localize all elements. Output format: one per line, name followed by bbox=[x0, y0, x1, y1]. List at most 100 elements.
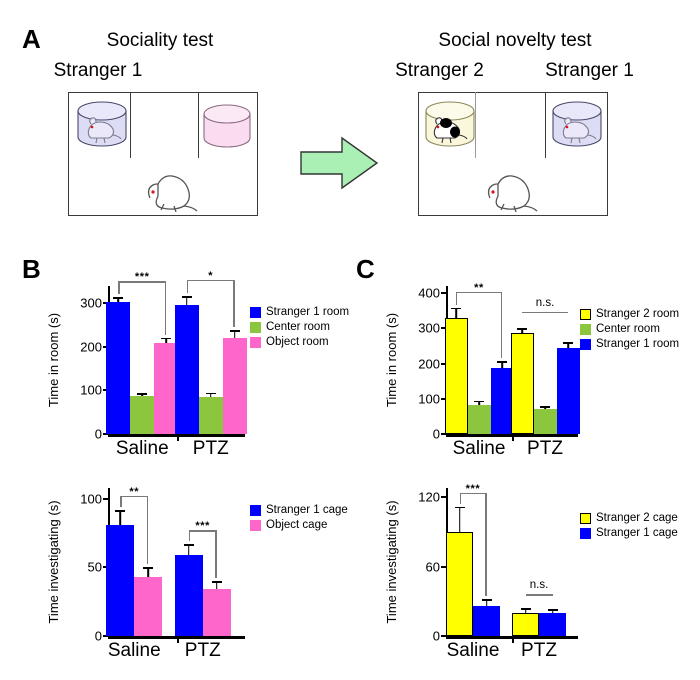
y-tick bbox=[103, 566, 109, 569]
bar bbox=[174, 304, 199, 434]
y-tick bbox=[103, 635, 109, 637]
error-bar bbox=[481, 599, 492, 606]
y-tick bbox=[103, 389, 109, 392]
bar bbox=[539, 612, 566, 636]
legend-item: Stranger 2 room bbox=[580, 308, 679, 321]
legend-label: Stranger 1 cage bbox=[266, 503, 348, 516]
bar bbox=[556, 348, 580, 434]
legend-swatch-icon bbox=[250, 520, 261, 531]
y-tick-label: 50 bbox=[87, 559, 102, 575]
y-tick bbox=[441, 362, 447, 365]
x-axis bbox=[108, 434, 245, 437]
error-bar bbox=[229, 329, 240, 339]
free-mouse-left bbox=[147, 175, 198, 212]
y-tick bbox=[441, 327, 447, 330]
y-tick-label: 200 bbox=[418, 356, 440, 372]
error-bar bbox=[183, 544, 194, 556]
legend-item: Object cage bbox=[250, 519, 348, 532]
legend-swatch-icon bbox=[580, 513, 591, 524]
x-tick-label: Saline bbox=[452, 438, 506, 459]
error-bar bbox=[497, 361, 507, 368]
significance-label: n.s. bbox=[529, 579, 549, 592]
panel-letter-c: C bbox=[356, 254, 375, 284]
panel-letter-b: B bbox=[22, 254, 41, 284]
x-axis bbox=[446, 636, 578, 639]
significance-label: n.s. bbox=[535, 296, 555, 309]
social-novelty-test-title: Social novelty test bbox=[438, 30, 592, 51]
significance-label: ** bbox=[129, 485, 140, 498]
arena-divider-left-2 bbox=[198, 92, 200, 158]
y-tick-label: 300 bbox=[418, 320, 440, 336]
y-tick bbox=[441, 433, 447, 435]
bar bbox=[174, 555, 203, 636]
error-bar bbox=[113, 297, 124, 303]
error-bar bbox=[517, 327, 527, 334]
legend-item: Object room bbox=[250, 336, 349, 349]
y-tick-label: 60 bbox=[425, 559, 440, 575]
legend-label: Stranger 1 room bbox=[266, 305, 350, 318]
free-mouse-right bbox=[487, 175, 538, 212]
cage-stranger-1-left bbox=[77, 101, 127, 147]
error-bar bbox=[137, 393, 148, 397]
legend-label: Stranger 2 cage bbox=[596, 511, 678, 524]
x-axis bbox=[108, 636, 245, 639]
chart-panel-b-time-investigating: 0 50 100 Time investigating (s) ** *** Saline P… bbox=[46, 485, 245, 661]
bar bbox=[134, 577, 163, 636]
y-tick-label: 100 bbox=[418, 391, 440, 407]
bar bbox=[533, 408, 557, 434]
legend-panel-c-time-investigating: Stranger 2 cage Stranger 1 cage bbox=[580, 512, 678, 542]
y-axis-label: Time investigating (s) bbox=[384, 500, 399, 624]
legend-swatch-icon bbox=[580, 309, 591, 320]
bar bbox=[473, 605, 500, 636]
chart-panel-c-time-investigating: 0 60 120 Time investigating (s) *** n.s. Salin… bbox=[384, 483, 578, 661]
error-bar bbox=[205, 392, 216, 398]
legend-label: Stranger 2 room bbox=[596, 307, 680, 320]
y-tick bbox=[103, 345, 109, 348]
x-tick-label: Saline bbox=[446, 640, 500, 661]
legend-swatch-icon bbox=[250, 307, 261, 318]
error-bar bbox=[474, 400, 484, 406]
legend-label: Object cage bbox=[266, 518, 328, 531]
bar bbox=[444, 317, 468, 434]
legend-label: Object room bbox=[266, 335, 329, 348]
panel-letter-a: A bbox=[22, 24, 41, 54]
significance-label: ** bbox=[474, 281, 484, 294]
right-diagram-label-stranger1: Stranger 1 bbox=[545, 60, 634, 81]
bar bbox=[130, 396, 155, 434]
error-bar bbox=[181, 296, 192, 305]
bar bbox=[512, 612, 539, 636]
legend-swatch-icon bbox=[250, 505, 261, 516]
x-group-separator-tick bbox=[176, 639, 179, 643]
y-tick bbox=[441, 496, 447, 499]
x-tick-label: Saline bbox=[107, 640, 161, 661]
bar bbox=[222, 338, 247, 434]
legend-item: Stranger 1 room bbox=[580, 338, 679, 351]
x-group-separator-tick bbox=[512, 437, 514, 441]
bar bbox=[446, 531, 473, 636]
error-bar bbox=[520, 608, 531, 613]
y-axis-label: Time in room (s) bbox=[46, 312, 61, 408]
x-tick-label: PTZ bbox=[521, 640, 557, 661]
error-bar bbox=[451, 307, 461, 318]
legend-item: Stranger 2 cage bbox=[580, 512, 678, 525]
legend-item: Stranger 1 cage bbox=[250, 504, 348, 517]
y-tick-label: 100 bbox=[80, 382, 102, 398]
legend-swatch-icon bbox=[580, 324, 591, 335]
legend-label: Center room bbox=[596, 322, 660, 335]
y-tick bbox=[103, 433, 109, 435]
legend-label: Center room bbox=[266, 320, 330, 333]
legend-item: Stranger 1 cage bbox=[580, 527, 678, 540]
x-group-separator-tick bbox=[176, 437, 179, 441]
bar bbox=[467, 405, 491, 434]
significance-label: * bbox=[208, 270, 214, 283]
bar bbox=[106, 302, 131, 434]
legend-label: Stranger 1 room bbox=[596, 337, 680, 350]
y-tick bbox=[441, 565, 447, 568]
arena-divider-left-1 bbox=[130, 92, 132, 158]
x-axis bbox=[446, 434, 578, 437]
chart-panel-c-time-in-room: 0 100 200 300 400 Time in room (s) ** n.s. Salin… bbox=[384, 281, 580, 459]
bar bbox=[106, 525, 135, 636]
right-diagram-label-stranger2: Stranger 2 bbox=[395, 60, 484, 81]
y-tick-label: 100 bbox=[80, 491, 102, 507]
